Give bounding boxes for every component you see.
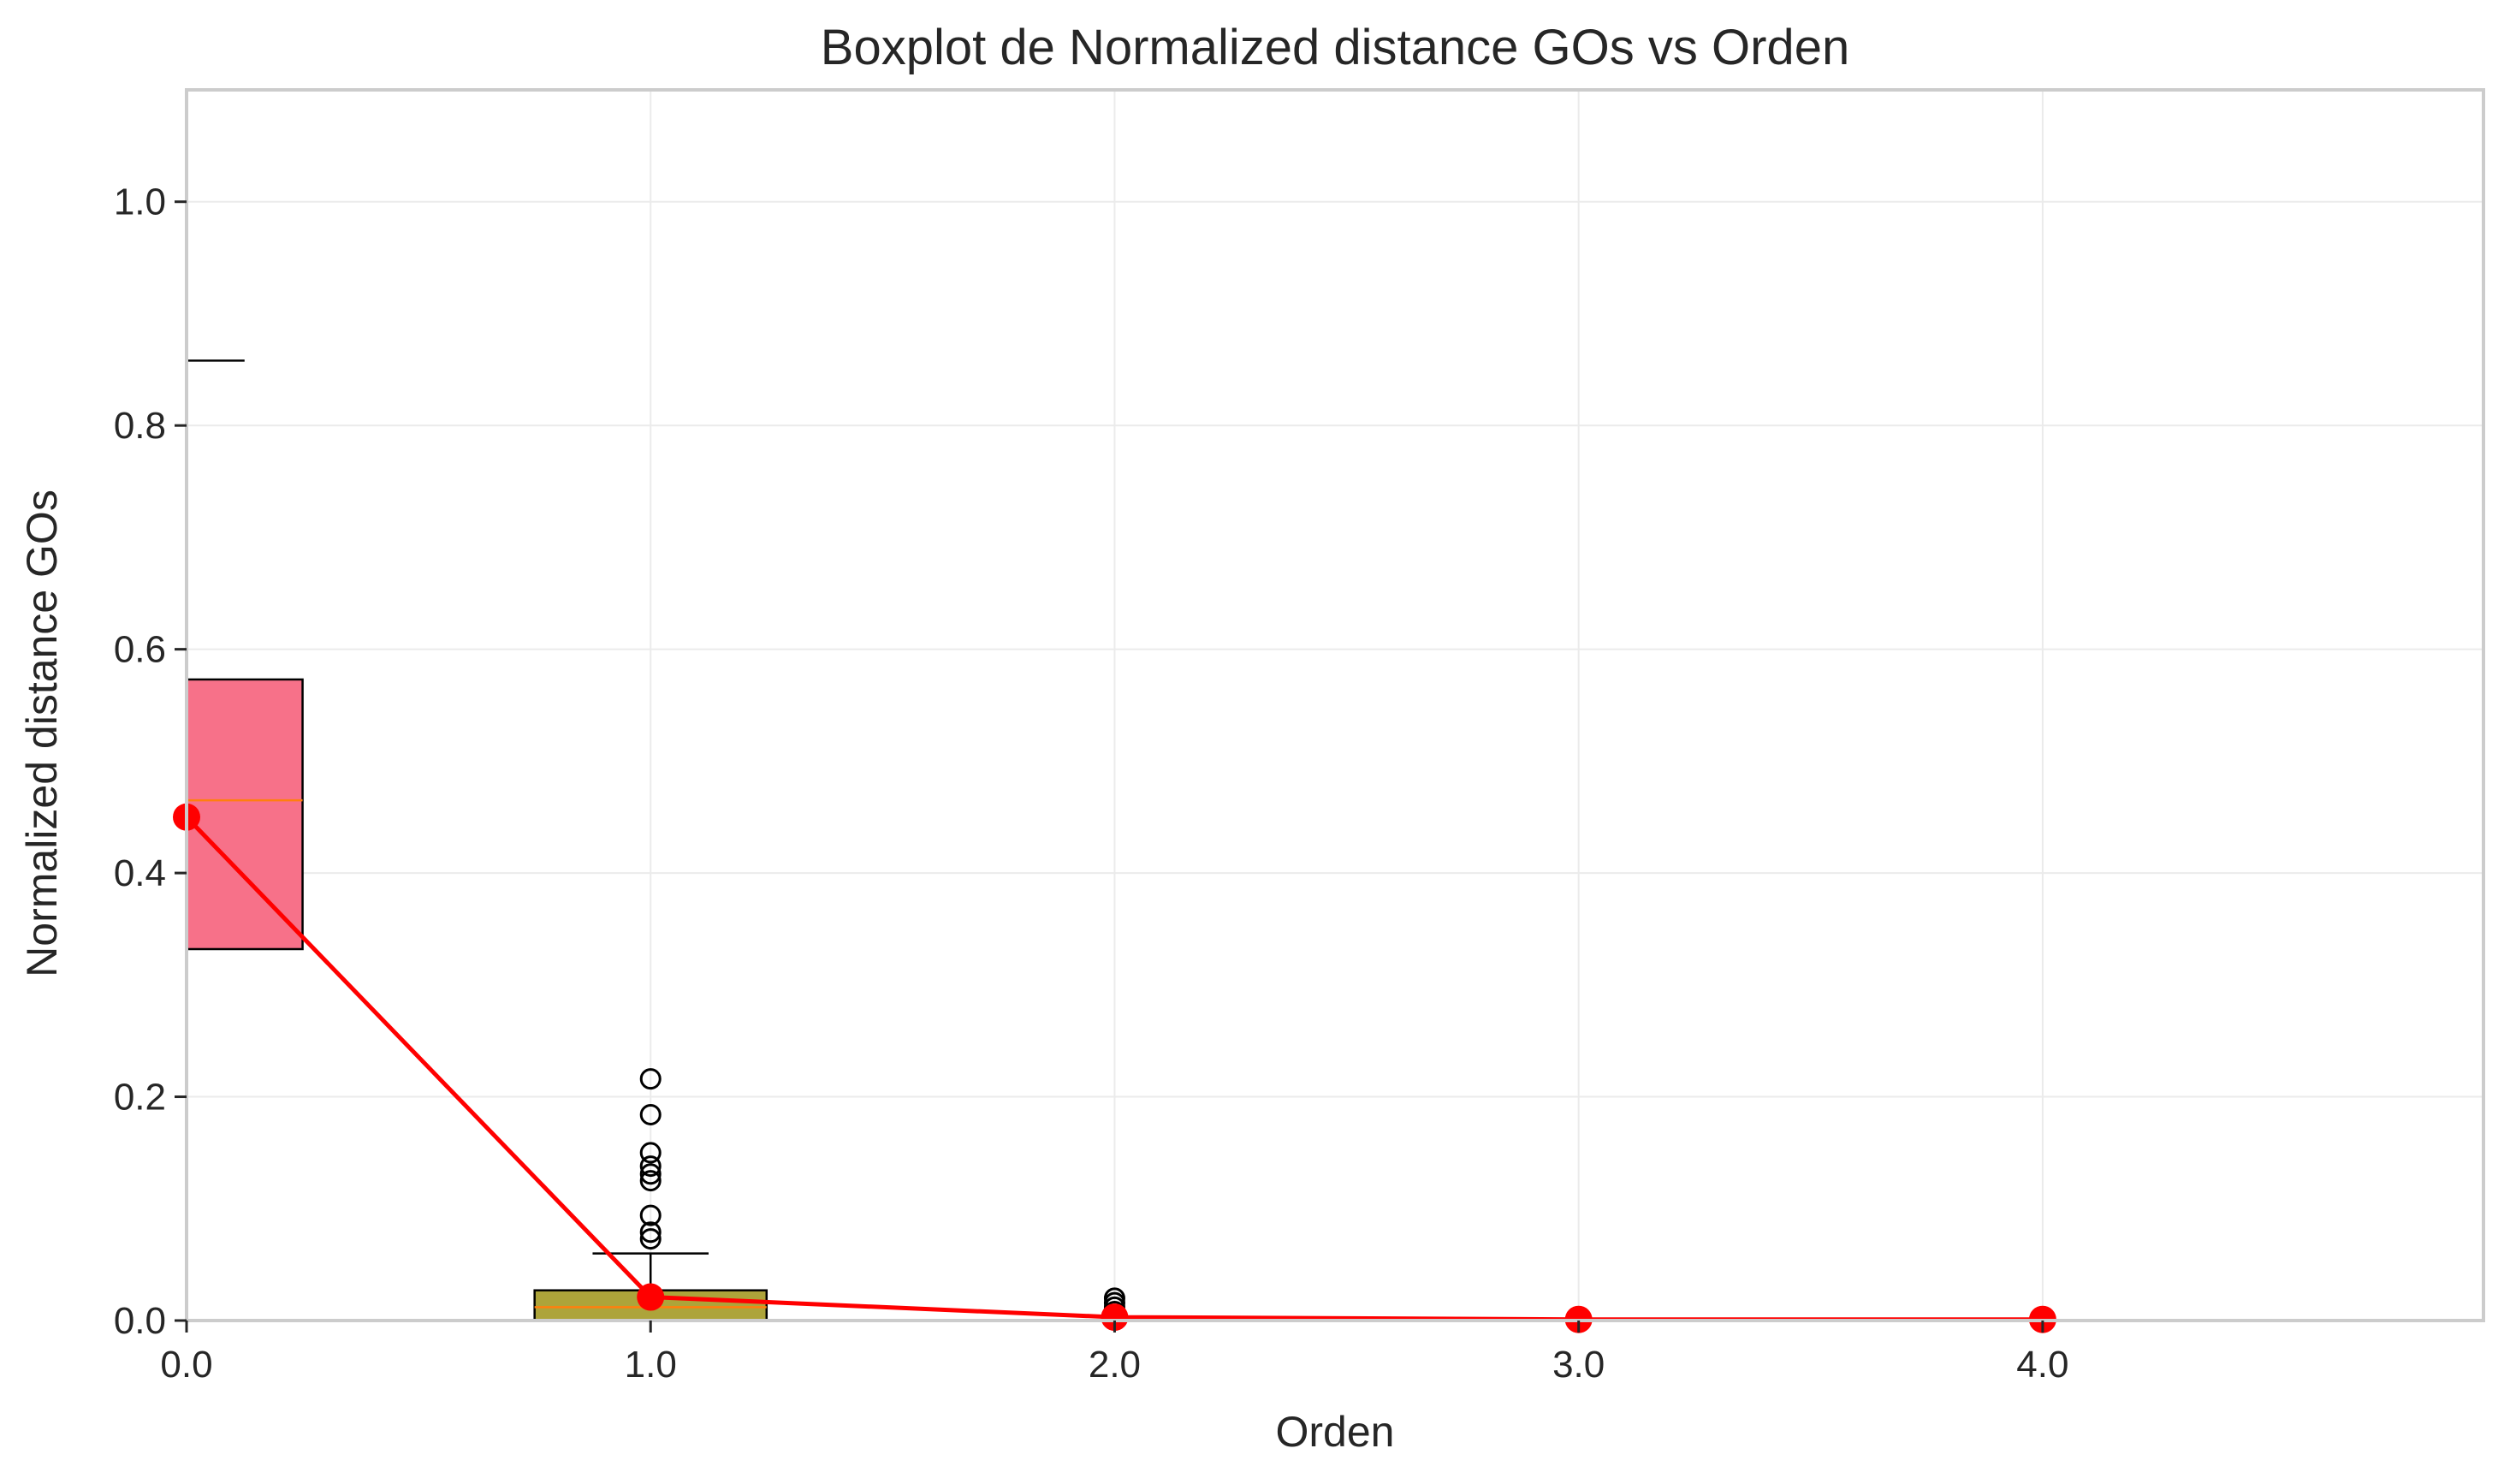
chart-title: Boxplot de Normalized distance GOs vs Or…: [821, 20, 1849, 75]
x-tick-label: 3.0: [1552, 1344, 1605, 1386]
x-tick-label: 4.0: [2016, 1344, 2068, 1386]
y-tick-label: 0.8: [114, 405, 166, 447]
y-axis-label: Normalized distance GOs: [18, 490, 66, 977]
plot-frame: [185, 88, 2485, 1322]
axes: 0.0 1.0 2.0 3.0 4.0 0.0 0.2 0.4 0.6 0.8 1.0: [114, 181, 2069, 1386]
outlier-point: [639, 1228, 662, 1250]
outlier-point: [639, 1103, 662, 1125]
outlier-point: [639, 1163, 662, 1185]
outlier-point: [639, 1170, 662, 1192]
boxes-clipped: [187, 359, 2159, 1321]
box: [187, 678, 304, 951]
mean-point: [637, 1283, 665, 1311]
outlier-point: [639, 1142, 662, 1164]
outlier-point: [639, 1221, 662, 1244]
mean-point: [1101, 1303, 1129, 1332]
outlier-point: [639, 1068, 662, 1090]
box-group: [187, 359, 2159, 1321]
x-tick-label: 0.0: [160, 1344, 212, 1386]
grid-lines: [186, 90, 2483, 1321]
y-tick-label: 0.6: [114, 629, 166, 671]
y-tick-label: 0.2: [114, 1077, 166, 1119]
outlier-point: [639, 1155, 662, 1178]
y-tick-label: 0.0: [114, 1300, 166, 1342]
x-axis-label: Orden: [1276, 1408, 1395, 1456]
x-tick-label: 1.0: [625, 1344, 677, 1386]
y-tick-label: 0.4: [114, 852, 166, 894]
y-tick-label: 1.0: [114, 181, 166, 223]
x-tick-label: 2.0: [1089, 1344, 1141, 1386]
outlier-point: [639, 1204, 662, 1226]
